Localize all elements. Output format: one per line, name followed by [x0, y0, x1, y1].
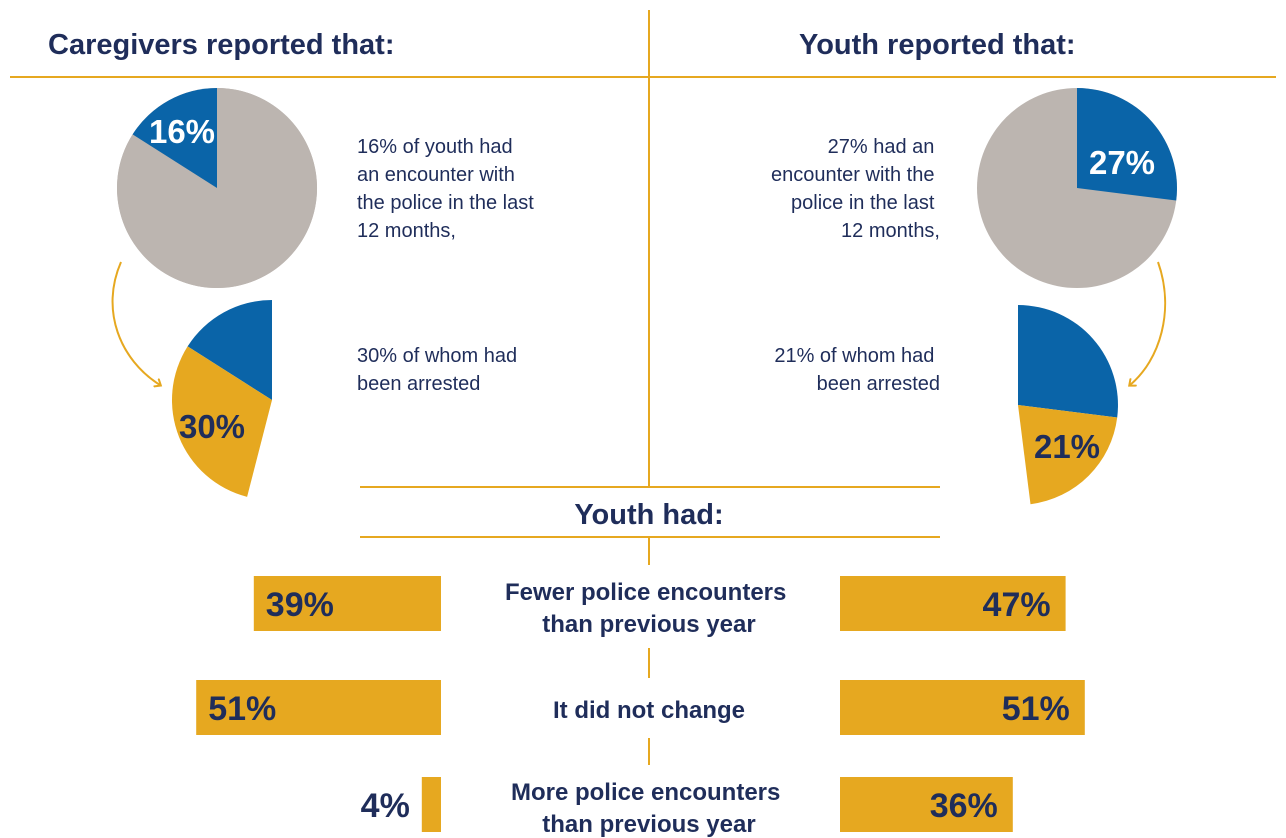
- bar-youth: [840, 777, 1013, 832]
- bar-label-youth: 36%: [930, 787, 998, 825]
- youth-encounter-pie: 27%: [977, 88, 1177, 288]
- bar-caregivers: [196, 680, 441, 735]
- pie-label-arrest: 30%: [179, 408, 245, 445]
- row-label-more: More police encounters than previous yea…: [511, 779, 787, 838]
- caregiver-encounter-text: 16% of youth had an encounter with the p…: [357, 136, 539, 242]
- youth-had-heading: Youth had:: [574, 499, 723, 531]
- pie-slice-arrest: [1018, 405, 1118, 505]
- youth-arrest-pie: 21%: [1018, 305, 1118, 505]
- pie-slice-encounter: [1018, 305, 1118, 418]
- youth-arrest-text: 21% of whom had been arrested: [774, 345, 940, 395]
- pie-slice-encounter: [187, 300, 272, 400]
- row-label-no-change: It did not change: [553, 697, 745, 724]
- pie-slice-arrest: [171, 346, 272, 497]
- encounter-change-bars: 39% 47% 51% 51% 4% 36%: [196, 576, 1085, 832]
- youth-arrow: [1130, 261, 1167, 385]
- pie-slice-encounter: [132, 88, 217, 188]
- caregiver-encounter-pie: 16%: [117, 87, 318, 289]
- bar-label-caregivers: 39%: [266, 586, 334, 624]
- bar-label-caregivers: 51%: [208, 690, 276, 728]
- bar-caregivers: [421, 777, 441, 832]
- pie-label-encounter: 27%: [1089, 144, 1155, 181]
- bar-youth: [840, 576, 1066, 631]
- pie-label-encounter: 16%: [149, 113, 215, 150]
- bar-label-youth: 47%: [983, 586, 1051, 624]
- youth-heading: Youth reported that:: [799, 29, 1076, 61]
- caregiver-arrow: [111, 261, 160, 385]
- youth-encounter-text: 27% had an encounter with the police in …: [771, 136, 940, 242]
- caregivers-heading: Caregivers reported that:: [48, 29, 395, 61]
- row-label-fewer: Fewer police encounters than previous ye…: [505, 579, 793, 638]
- bar-label-caregivers: 4%: [361, 787, 410, 825]
- pie-label-arrest: 21%: [1034, 428, 1100, 465]
- bar-youth: [840, 680, 1085, 735]
- caregiver-arrest-pie: 30%: [171, 300, 272, 497]
- bar-label-youth: 51%: [1002, 690, 1070, 728]
- caregiver-arrest-text: 30% of whom had been arrested: [357, 345, 523, 395]
- bar-caregivers: [253, 576, 441, 631]
- pie-slice-encounter: [1077, 88, 1177, 201]
